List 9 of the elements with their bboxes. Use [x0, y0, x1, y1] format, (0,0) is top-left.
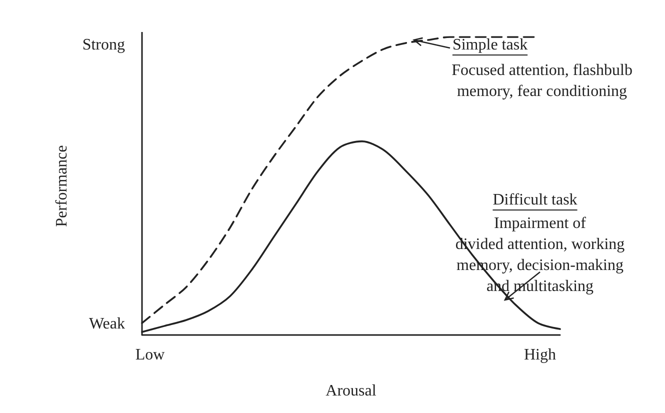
- text: Strong: [82, 36, 125, 54]
- text: High: [524, 346, 556, 364]
- annotation: Focused attention, flashbulb memory, fear conditioning: [452, 62, 632, 100]
- x-axis-title: Arousal: [326, 382, 377, 400]
- annotation: Simple task: [452, 36, 528, 54]
- text: Low: [135, 346, 166, 364]
- y-axis-title: Performance: [54, 145, 70, 227]
- annotation: Difficult task: [492, 192, 578, 208]
- text: Weak: [88, 316, 125, 332]
